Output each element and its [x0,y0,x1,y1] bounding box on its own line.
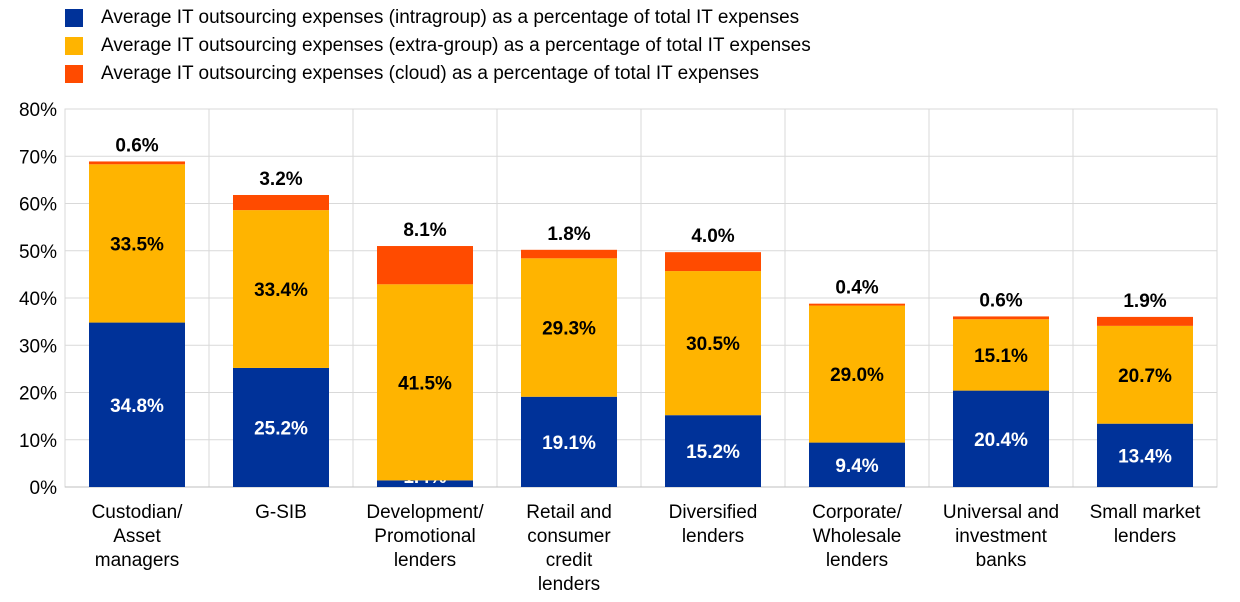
legend-swatch [65,65,83,83]
y-tick-label: 0% [30,478,58,499]
bar-segment-intragroup [377,480,473,487]
legend-item: Average IT outsourcing expenses (intragr… [65,4,811,32]
y-tick-label: 20% [19,384,57,405]
x-tick-label: Retail and [526,502,612,523]
x-tick-label: consumer [527,526,611,547]
x-tick-label: Wholesale [813,526,902,547]
x-tick-label: Promotional [374,526,475,547]
bar-segment-cloud [233,194,329,211]
bar-segment-extra-group [953,319,1049,391]
x-tick-label: banks [976,550,1027,571]
data-label-extra-group: 15.1% [974,346,1028,367]
data-label-intragroup: 34.8% [110,396,164,417]
x-tick-label: investment [955,526,1048,547]
x-tick-label: lenders [394,550,456,571]
data-label-intragroup: 25.2% [254,418,308,439]
bar-segment-extra-group [89,164,185,323]
y-tick-label: 50% [19,242,57,263]
y-tick-label: 10% [19,431,57,452]
data-label-extra-group: 29.0% [830,365,884,386]
x-tick-label: managers [95,550,180,571]
x-tick-label: Asset [113,526,161,547]
bar-segment-cloud [809,303,905,306]
bar-segment-extra-group [233,210,329,368]
x-tick-label: lenders [1114,526,1176,547]
data-label-cloud: 0.6% [115,135,158,156]
data-label-cloud: 3.2% [259,169,302,190]
data-label-extra-group: 33.4% [254,280,308,301]
bar-segment-intragroup [521,396,617,487]
x-tick-label: G-SIB [255,502,307,523]
data-label-extra-group: 20.7% [1118,366,1172,387]
bar-segment-intragroup [89,322,185,487]
bar-segment-cloud [953,316,1049,320]
data-label-extra-group: 33.5% [110,234,164,255]
data-label-cloud: 1.9% [1123,291,1166,312]
y-tick-label: 30% [19,336,57,357]
x-tick-label: Corporate/ [812,502,902,523]
x-tick-label: lenders [826,550,888,571]
x-tick-label: credit [546,550,593,571]
legend-item: Average IT outsourcing expenses (cloud) … [65,60,811,88]
data-label-extra-group: 30.5% [686,334,740,355]
bar-segment-cloud [89,161,185,165]
bar-segment-extra-group [377,284,473,481]
bar-segment-extra-group [1097,325,1193,424]
bar-segment-extra-group [665,271,761,416]
legend-label: Average IT outsourcing expenses (cloud) … [101,63,760,84]
data-label-cloud: 4.0% [691,226,734,247]
data-label-intragroup: 9.4% [835,456,878,477]
data-label-cloud: 0.4% [835,278,878,299]
x-tick-label: Small market [1090,502,1202,523]
bar-segment-cloud [665,252,761,272]
x-tick-label: lenders [682,526,744,547]
y-tick-label: 60% [19,195,57,216]
data-label-cloud: 8.1% [403,220,446,241]
x-tick-label: Diversified [669,502,758,523]
bar-segment-cloud [377,246,473,285]
data-label-intragroup: 19.1% [542,433,596,454]
legend-label: Average IT outsourcing expenses (intragr… [101,7,800,28]
data-label-intragroup: 13.4% [1118,446,1172,467]
bar-segment-cloud [521,249,617,259]
y-tick-label: 80% [19,100,57,121]
x-tick-label: lenders [538,574,600,595]
data-label-intragroup: 20.4% [974,430,1028,451]
y-tick-label: 40% [19,289,57,310]
legend-swatch [65,37,83,55]
x-tick-label: Custodian/ [92,502,184,523]
data-label-cloud: 0.6% [979,290,1022,311]
legend-label: Average IT outsourcing expenses (extra-g… [101,35,811,56]
data-label-extra-group: 41.5% [398,373,452,394]
bar-segment-intragroup [953,390,1049,487]
legend-item: Average IT outsourcing expenses (extra-g… [65,32,811,60]
data-label-extra-group: 29.3% [542,319,596,340]
data-label-intragroup: 15.2% [686,442,740,463]
legend: Average IT outsourcing expenses (intragr… [65,4,811,88]
bar-segment-intragroup [665,415,761,487]
bar-segment-extra-group [521,258,617,397]
x-tick-label: Development/ [366,502,484,523]
bar-segment-cloud [1097,316,1193,326]
bar-segment-intragroup [1097,423,1193,487]
x-tick-label: Universal and [943,502,1059,523]
legend-swatch [65,9,83,27]
data-label-cloud: 1.8% [547,224,590,245]
bar-segment-intragroup [809,442,905,487]
bar-segment-extra-group [809,305,905,443]
y-tick-label: 70% [19,147,57,168]
bar-segment-intragroup [233,367,329,487]
